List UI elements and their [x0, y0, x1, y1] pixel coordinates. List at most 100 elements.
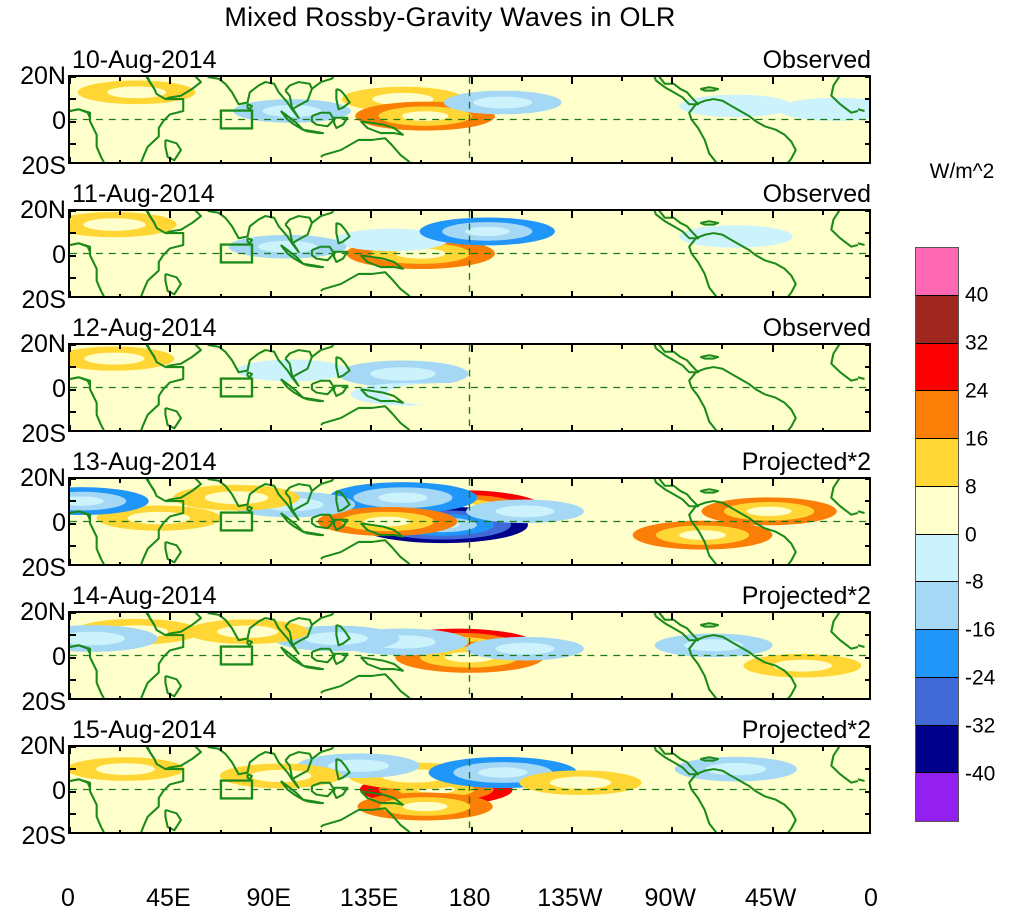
axis-tick [771, 157, 774, 162]
map-panel [68, 209, 871, 298]
axis-tick [70, 827, 71, 832]
axis-tick [771, 345, 774, 352]
axis-tick [771, 827, 774, 832]
axis-tick [70, 142, 76, 145]
axis-tick [169, 479, 172, 486]
coastline [165, 613, 202, 636]
axis-tick [520, 562, 523, 564]
axis-tick [520, 613, 523, 617]
axis-tick [865, 98, 869, 101]
axis-tick [319, 211, 322, 215]
coastline [207, 613, 300, 655]
axis-tick [370, 479, 373, 486]
page-title: Mixed Rossby-Gravity Waves in OLR [224, 2, 676, 32]
axis-tick [420, 613, 423, 617]
coastline [70, 613, 859, 698]
coastline [311, 747, 335, 760]
xaxis-tick-label: 0 [864, 884, 878, 912]
axis-tick [70, 211, 76, 212]
axis-tick [771, 747, 774, 754]
axis-tick [370, 345, 373, 352]
coastline [165, 77, 202, 100]
axis-tick [470, 693, 473, 698]
coastline [145, 479, 156, 492]
axis-tick [570, 479, 573, 486]
axis-tick [520, 747, 523, 751]
coastline [70, 747, 859, 832]
map-panel [68, 343, 871, 432]
coastline [320, 405, 411, 430]
coastline [359, 790, 404, 806]
axis-tick [70, 693, 71, 698]
coastline [207, 211, 300, 253]
yaxis-label-20n: 20N [20, 62, 66, 90]
yaxis-label-0: 0 [52, 241, 66, 269]
panel-type-label: Projected*2 [741, 448, 871, 476]
axis-tick [119, 160, 122, 162]
axis-tick [865, 768, 869, 771]
panel-date-label: 12-Aug-2014 [72, 314, 217, 342]
xaxis-tick-label: 45E [146, 884, 191, 912]
axis-tick [119, 747, 122, 751]
coastline [335, 624, 351, 647]
coastline [699, 488, 720, 494]
axis-tick [420, 747, 423, 751]
axis-tick [319, 345, 322, 349]
axis-tick [520, 830, 523, 832]
axis-tick [865, 678, 869, 681]
coastline [310, 245, 336, 262]
map-field [70, 211, 869, 296]
coastline [653, 479, 700, 508]
axis-tick [470, 291, 473, 296]
axis-tick [370, 77, 373, 84]
coastline [164, 540, 182, 564]
axis-tick [821, 613, 824, 617]
axis-tick [621, 211, 624, 215]
axis-tick [70, 479, 76, 480]
colorbar-band [916, 295, 958, 344]
axis-tick [821, 696, 824, 698]
axis-tick [570, 345, 573, 352]
colorbar-ticks: 40 32 24 16 8 0 -8 -16 -24 -32 -40 [965, 247, 1021, 822]
colorbar-band [916, 773, 958, 821]
coastline [653, 613, 700, 642]
axis-tick [570, 827, 573, 832]
yaxis-label-0: 0 [52, 107, 66, 135]
axis-tick [169, 211, 172, 218]
coastline [70, 376, 865, 387]
coastline [688, 634, 797, 698]
axis-tick [70, 544, 76, 547]
colorbar-tick-label: -40 [965, 762, 996, 786]
axis-tick [865, 613, 869, 614]
axis-tick [420, 77, 423, 81]
axis-tick [70, 747, 76, 748]
region-box-marker [219, 109, 254, 130]
axis-tick [821, 77, 824, 81]
coastline [320, 539, 411, 564]
axis-tick [370, 559, 373, 564]
coastline [359, 254, 404, 270]
coastline [359, 120, 404, 136]
coastline [359, 388, 404, 404]
axis-tick [865, 345, 869, 346]
axis-tick [570, 157, 573, 162]
axis-tick [771, 559, 774, 564]
coastline [335, 88, 351, 111]
coastline [70, 242, 865, 253]
axis-tick [865, 634, 869, 637]
axis-tick [370, 425, 373, 430]
axis-tick [570, 425, 573, 430]
axis-tick [169, 559, 172, 564]
axis-tick [420, 479, 423, 483]
colorbar-band [916, 391, 958, 439]
coastline [333, 652, 349, 666]
coastline [246, 773, 254, 781]
yaxis-label-20s: 20S [21, 152, 66, 180]
yaxis-label-20n: 20N [20, 732, 66, 760]
axis-tick [865, 479, 869, 480]
axis-tick [219, 160, 222, 162]
axis-tick [570, 77, 573, 84]
yaxis-label-20n: 20N [20, 464, 66, 492]
map-field [70, 345, 869, 430]
axis-tick [865, 388, 869, 391]
